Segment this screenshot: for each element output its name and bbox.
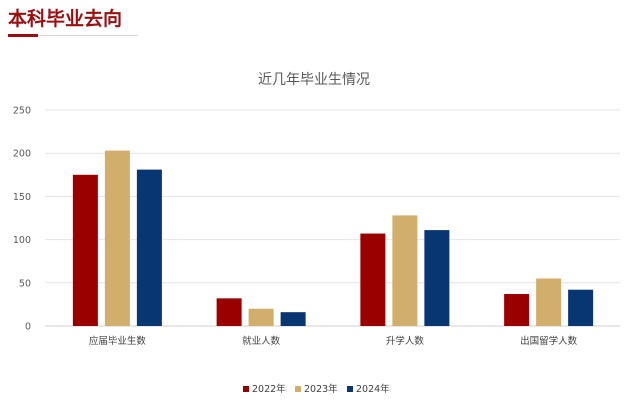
legend-swatch [347,386,353,392]
heading-underline [38,35,138,36]
y-tick-label: 0 [25,322,31,333]
legend-label: 2022年 [252,383,286,395]
bar [568,289,594,326]
y-axis-ticks: 0 50 100 150 200 250 [13,106,31,333]
y-tick-label: 200 [13,149,31,160]
legend-swatch [243,386,249,392]
y-tick-label: 250 [13,106,31,117]
x-axis-labels: 应届毕业生数 就业人数 升学人数 出国留学人数 [89,335,578,347]
bar [536,278,562,326]
bar [216,298,242,326]
chart-title: 近几年毕业生情况 [258,72,370,88]
legend: 2022年 2023年 2024年 [243,383,390,395]
legend-label: 2024年 [356,383,390,395]
gridlines [45,109,620,327]
bar [424,230,450,326]
x-tick-label: 升学人数 [386,335,425,347]
x-tick-label: 应届毕业生数 [89,335,147,347]
x-tick-label: 出国留学人数 [520,335,578,347]
x-tick-label: 就业人数 [242,335,281,347]
legend-label: 2023年 [304,383,338,395]
bar [392,215,418,326]
bar [72,174,98,326]
heading-underline-accent [8,34,38,37]
legend-swatch [295,386,301,392]
y-tick-label: 50 [19,278,31,289]
bar [280,312,306,326]
bars [72,150,594,326]
page-heading: 本科毕业去向 [8,8,123,30]
bar [248,308,274,326]
y-tick-label: 100 [13,235,31,246]
bar [136,169,162,326]
bar [360,233,386,326]
y-tick-label: 150 [13,192,31,203]
bar [104,150,130,326]
bar [504,294,530,326]
